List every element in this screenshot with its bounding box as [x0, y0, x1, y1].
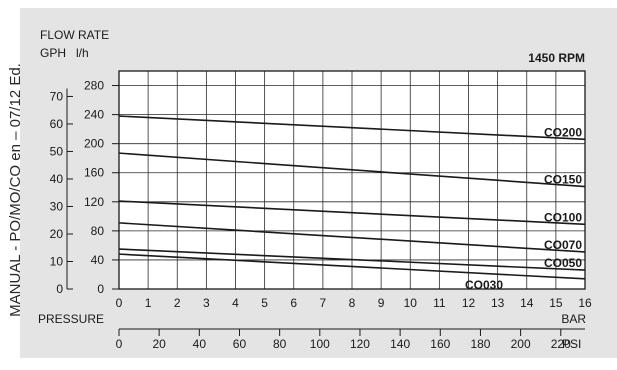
x-tick-label-bar: 12: [462, 296, 476, 310]
y-tick-label-gph: 40: [50, 172, 64, 186]
y-tick-label-gph: 60: [50, 117, 64, 131]
speed-label: 1450 RPM: [528, 51, 585, 65]
x-tick-label-psi: 0: [116, 337, 123, 351]
y-tick-label-gph: 20: [50, 227, 64, 241]
y-tick-label-lh: 120: [84, 195, 104, 209]
series-label-co050: CO050: [544, 256, 582, 270]
series-label-co030: CO030: [465, 278, 503, 292]
y-tick-label-gph: 30: [50, 199, 64, 213]
x-tick-label-psi: 60: [233, 337, 247, 351]
x-tick-label-bar: 2: [174, 296, 181, 310]
series-lines: CO200 CO150 CO100 CO070 CO050 CO030: [118, 115, 586, 292]
x-tick-label-bar: 5: [261, 296, 268, 310]
x-tick-label-bar: 13: [491, 296, 505, 310]
x-tick-label-bar: 0: [116, 296, 123, 310]
x-tick-label-bar: 15: [549, 296, 563, 310]
y-tick-label-lh: 280: [84, 79, 104, 93]
y-tick-label-lh: 160: [84, 166, 104, 180]
plot-frame: [118, 70, 586, 290]
y-tick-label-gph: 70: [50, 89, 64, 103]
series-line-co030: [118, 253, 586, 280]
y-tick-label-lh: 240: [84, 108, 104, 122]
x-tick-label-bar: 1: [145, 296, 152, 310]
x-tick-label-psi: 200: [511, 337, 531, 351]
x-axis-label: PRESSURE: [38, 312, 104, 326]
series-line-co050: [118, 248, 586, 271]
x-tick-label-psi: 220: [551, 337, 571, 351]
x-tick-label-psi: 140: [390, 337, 410, 351]
y-tick-label-lh: 200: [84, 137, 104, 151]
grid-lines: [119, 71, 585, 289]
y-tick-label-gph: 10: [50, 254, 64, 268]
y-tick-label-lh: 0: [97, 282, 104, 296]
x-tick-label-bar: 10: [404, 296, 418, 310]
series-label-co100: CO100: [544, 210, 582, 224]
series-label-co070: CO070: [544, 238, 582, 252]
x-unit-psi: PSI: [562, 337, 581, 351]
series-line-co070: [118, 222, 586, 253]
x-tick-label-bar: 8: [349, 296, 356, 310]
x-tick-label-bar: 16: [578, 296, 592, 310]
series-line-co200: [118, 115, 586, 141]
x-tick-label-psi: 20: [152, 337, 166, 351]
series-label-co150: CO150: [544, 173, 582, 187]
x-tick-label-bar: 3: [203, 296, 210, 310]
x-unit-bar: BAR: [561, 312, 586, 326]
x-tick-label-psi: 40: [193, 337, 207, 351]
x-tick-label-bar: 9: [378, 296, 385, 310]
y-tick-label-gph: 50: [50, 144, 64, 158]
x-tick-label-bar: 7: [320, 296, 327, 310]
x-tick-label-psi: 180: [470, 337, 490, 351]
x-tick-label-psi: 120: [350, 337, 370, 351]
side-caption: MANUAL - PO/MO/CO en – 07/12 Ed.: [7, 63, 24, 317]
x-tick-label-bar: 6: [290, 296, 297, 310]
x-tick-label-psi: 80: [273, 337, 287, 351]
y-tick-label-lh: 80: [91, 224, 105, 238]
x-tick-label-psi: 100: [310, 337, 330, 351]
axis-ticks: 0 1 2 3 4 5 6 7 8 9 10 11 12 13 14 15 160 20 40 60 80 100 120 1…: [50, 79, 592, 351]
y-tick-label-lh: 40: [91, 253, 105, 267]
x-tick-label-bar: 4: [232, 296, 239, 310]
y-tick-label-gph: 0: [56, 282, 63, 296]
y-unit-gph: GPH: [40, 46, 66, 60]
chart-title: FLOW RATE: [40, 28, 109, 42]
x-tick-label-psi: 160: [430, 337, 450, 351]
x-tick-label-bar: 14: [520, 296, 534, 310]
x-tick-label-bar: 11: [433, 296, 446, 310]
series-line-co100: [118, 200, 586, 226]
y-unit-lh: l/h: [76, 46, 89, 60]
series-label-co200: CO200: [544, 125, 582, 139]
series-line-co150: [118, 152, 586, 188]
